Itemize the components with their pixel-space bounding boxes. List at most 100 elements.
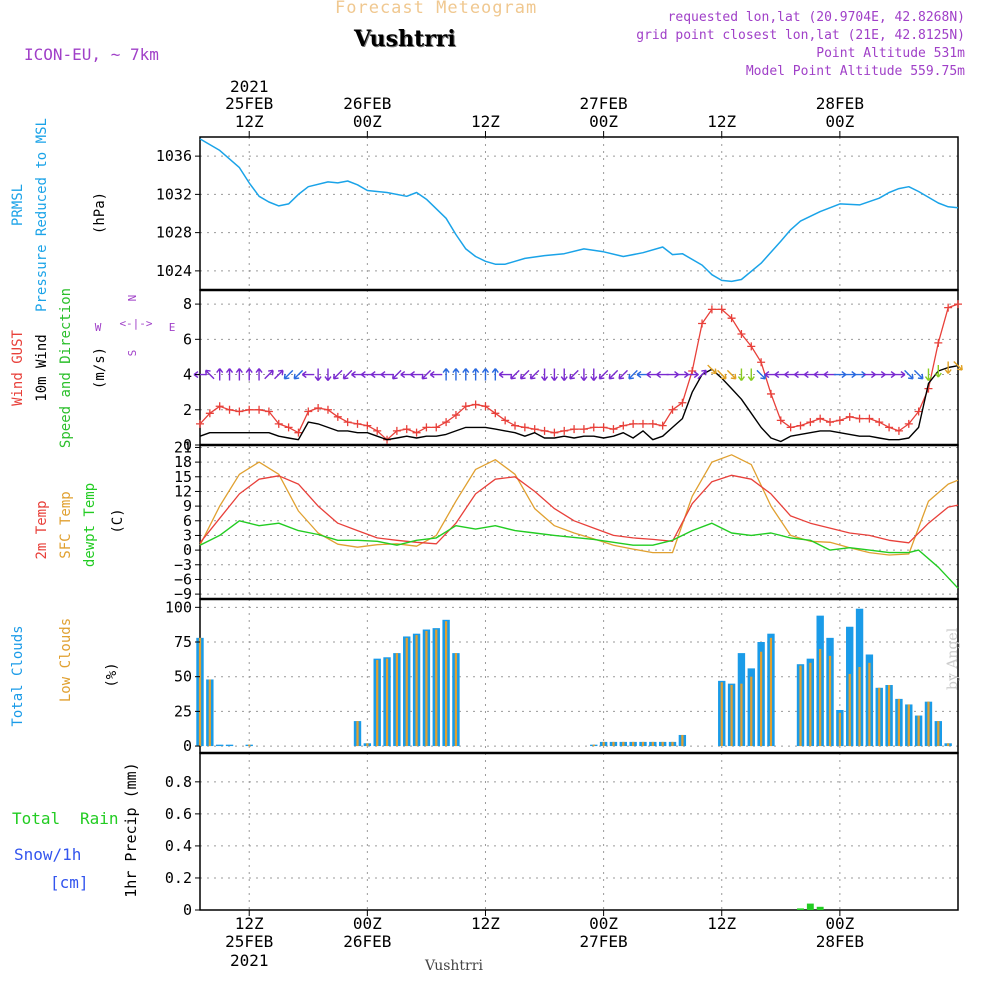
gust-point [412, 428, 421, 437]
low-cloud-bar [376, 660, 379, 747]
wind-direction-arrow [737, 368, 745, 381]
y-tick-label: 6 [183, 330, 192, 348]
label-total: Total [12, 809, 60, 828]
low-cloud-bar [641, 741, 645, 747]
gust-point [255, 405, 264, 414]
gust-point [225, 405, 234, 414]
gust-point [215, 402, 224, 411]
gust-point [776, 416, 785, 425]
y-tick-label: 0.2 [165, 869, 192, 887]
gust-point [688, 367, 697, 376]
panel-frame [199, 289, 959, 446]
wind-direction-arrow [481, 368, 490, 381]
low-cloud-bar [947, 743, 950, 747]
wind-direction-arrow [717, 369, 727, 380]
low-cloud-bar [828, 655, 832, 747]
location-title: Vushtrri [354, 26, 456, 52]
y-tick-label: 0 [183, 436, 192, 454]
low-cloud-bar [198, 637, 202, 747]
time-label-hour: 00Z [589, 914, 618, 933]
gust-point [461, 402, 470, 411]
label-cm: [cm] [50, 873, 89, 892]
y-tick-label: 2 [183, 401, 192, 419]
gust-point [589, 423, 598, 432]
wind-direction-arrow [510, 369, 520, 380]
wind-direction-arrow [953, 361, 963, 371]
gust-point [865, 414, 874, 423]
temp-2m-line [199, 474, 959, 545]
requested-coords: requested lon,lat (20.9704E, 42.8268N) [667, 10, 965, 25]
time-label-hour: 12Z [235, 914, 264, 933]
label-2m-temp: 2m Temp [34, 500, 50, 559]
gust-point [422, 423, 431, 432]
wind-direction-arrow [293, 369, 304, 380]
wind-direction-arrow [245, 368, 253, 381]
time-label-date: 28FEB [816, 932, 864, 951]
wind-direction-arrow [255, 368, 263, 381]
gust-point [314, 404, 323, 413]
wind-direction-arrow [342, 369, 353, 380]
y-tick-label: −6 [174, 570, 192, 588]
gust-point [402, 425, 411, 434]
pressure-line [199, 138, 959, 283]
gust-point [668, 405, 677, 414]
wind-direction-arrow [540, 368, 549, 381]
footer-location: Vushtrri [425, 958, 483, 974]
gridpoint-coords: grid point closest lon,lat (21E, 42.8125… [636, 28, 965, 43]
time-label-hour: 00Z [353, 914, 382, 933]
compass-west: W [95, 321, 102, 334]
low-cloud-bar [720, 682, 723, 747]
low-cloud-bar [897, 698, 901, 747]
low-cloud-bar [602, 741, 605, 747]
low-cloud-bar [395, 653, 398, 747]
gust-point [323, 405, 332, 414]
model-altitude: Model Point Altitude 559.75m [745, 64, 965, 79]
low-cloud-bar [838, 712, 841, 747]
gust-point [727, 314, 736, 323]
gust-point [757, 358, 766, 367]
gust-point [806, 418, 815, 427]
wind-direction-arrow [283, 369, 294, 380]
gust-point [698, 319, 707, 328]
gust-point [392, 426, 401, 435]
low-cloud-bar [819, 648, 822, 747]
low-cloud-bar [661, 741, 664, 747]
gust-point [373, 426, 382, 435]
wind-direction-arrow [913, 369, 924, 380]
gust-point [442, 418, 451, 427]
gust-point [570, 425, 579, 434]
y-tick-label: 25 [174, 702, 192, 720]
wind-direction-arrow [747, 368, 755, 381]
wind-direction-arrow [225, 368, 234, 381]
low-cloud-bar [887, 685, 891, 747]
gust-point [875, 418, 884, 427]
label-percent: (%) [104, 662, 120, 687]
gust-point [540, 426, 549, 435]
y-tick-label: 21 [174, 438, 192, 456]
gust-point [550, 428, 559, 437]
wind-direction-arrow [498, 370, 512, 379]
product-title: Forecast Meteogram [335, 0, 538, 18]
low-cloud-bar [356, 721, 359, 747]
label-snow: Snow/1h [14, 845, 81, 864]
gust-point [284, 423, 293, 432]
compass-south: S [126, 350, 139, 357]
wind-direction-arrow [491, 368, 499, 381]
wind-direction-arrow [429, 370, 443, 379]
label-10m-wind: 10m Wind [34, 334, 50, 401]
wind-direction-arrow [216, 368, 224, 381]
label-total-clouds: Total Clouds [10, 625, 26, 726]
label-dewpt-temp: dewpt Temp [82, 483, 98, 567]
wind-direction-arrow [944, 361, 952, 374]
total-cloud-bar [225, 744, 234, 747]
time-label-date: 26FEB [343, 94, 391, 113]
grid-lines [200, 137, 958, 911]
y-tick-label: 1032 [156, 185, 192, 203]
wind-direction-arrow [569, 369, 579, 380]
gust-point [304, 407, 313, 416]
low-cloud-bar [622, 741, 625, 747]
wind-direction-arrow [452, 368, 460, 381]
wind-direction-arrow [598, 369, 609, 380]
gust-point [845, 412, 854, 421]
y-tick-label: 18 [174, 453, 192, 471]
